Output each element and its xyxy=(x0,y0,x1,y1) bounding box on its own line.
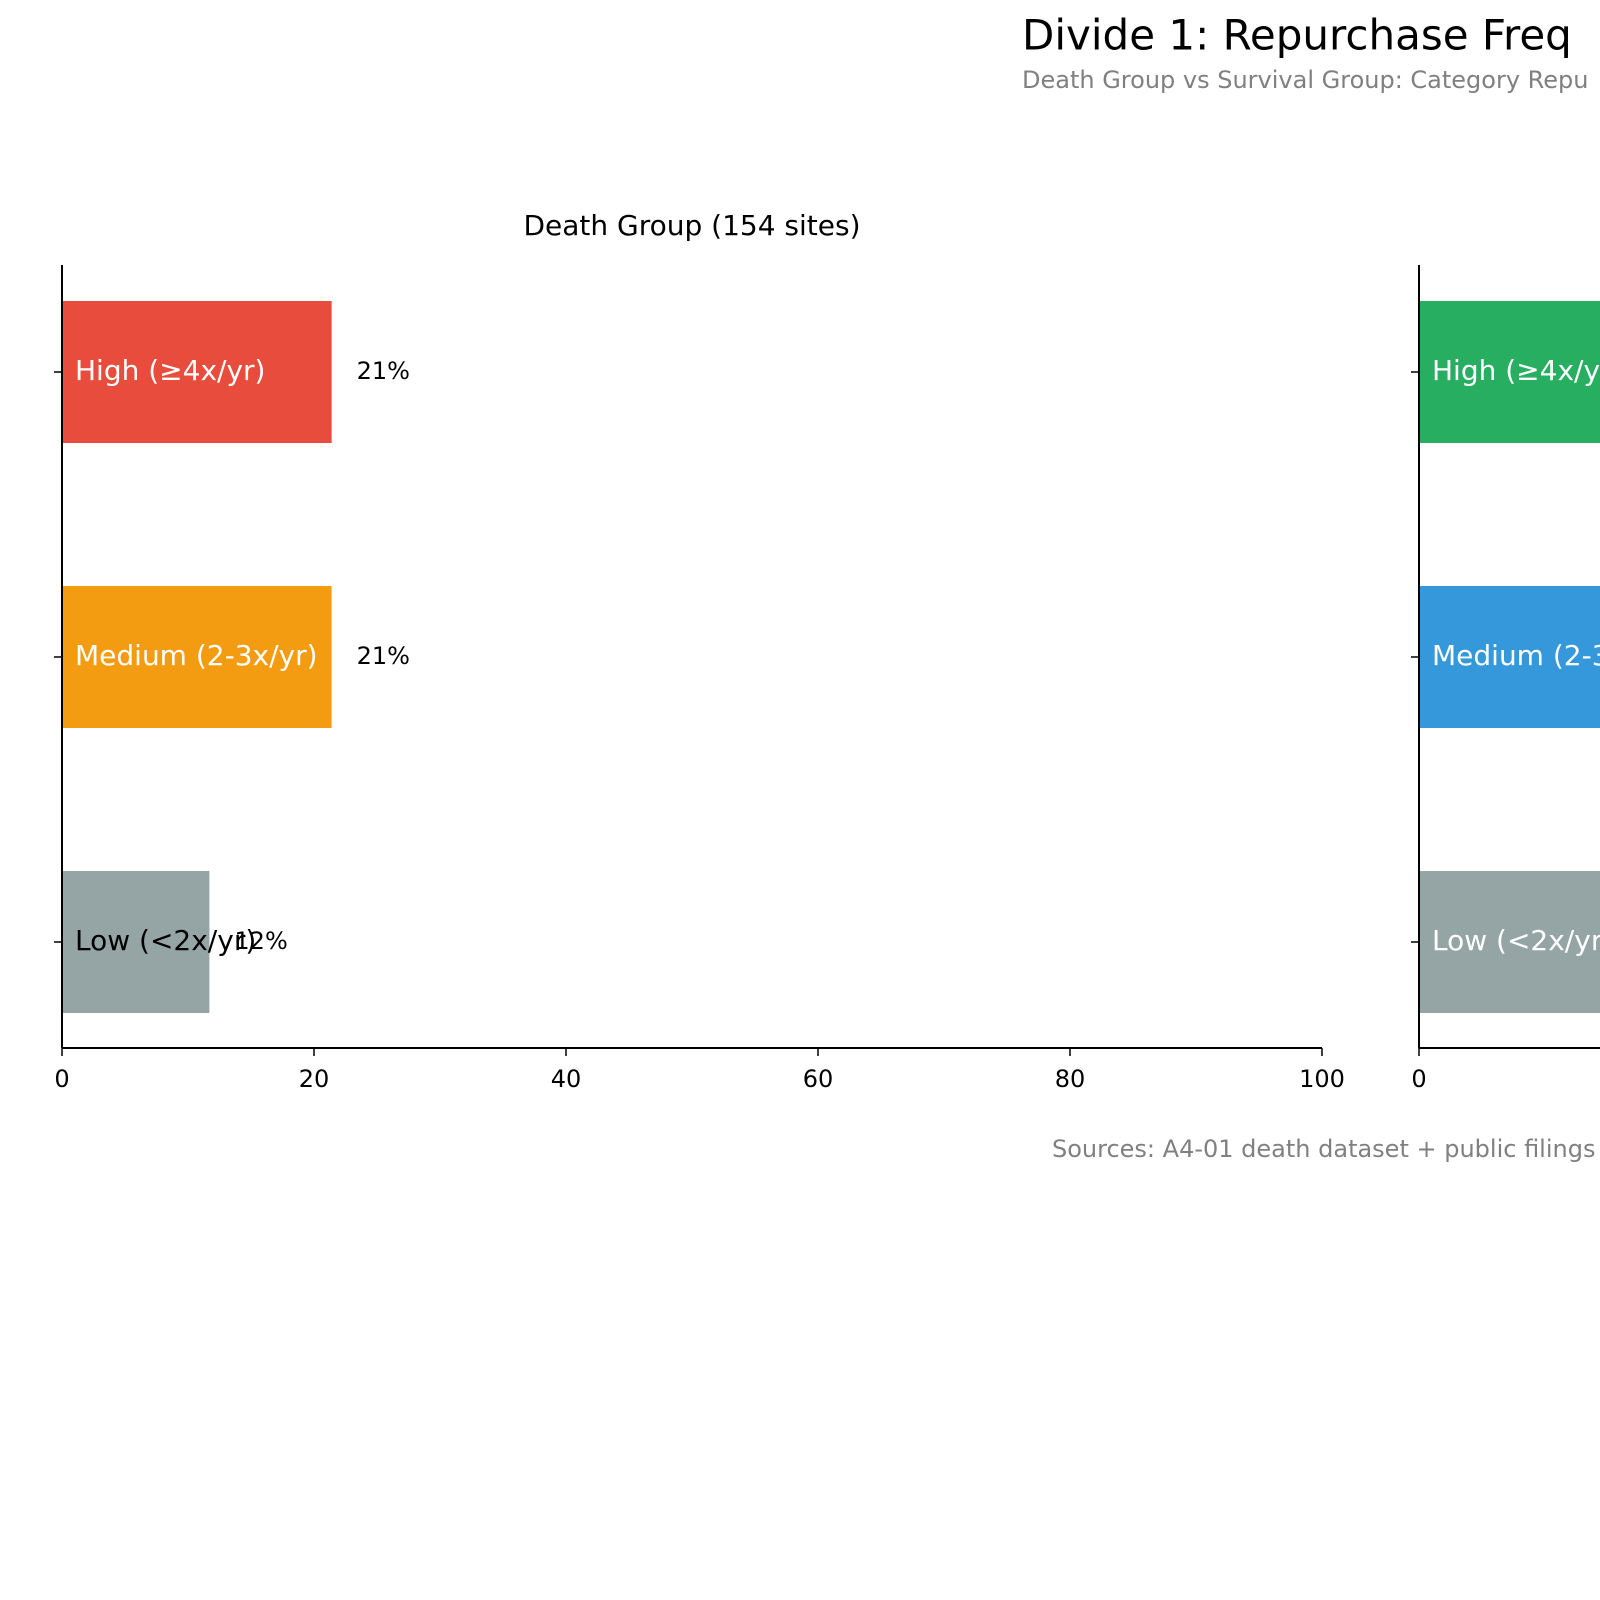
chart-subtitle: Death Group vs Survival Group: Category … xyxy=(1022,66,1588,94)
x-tick-label: 100 xyxy=(1299,1065,1345,1093)
bar xyxy=(62,301,332,443)
category-label: Low (<2x/yr) xyxy=(1432,924,1600,957)
x-tick-label: 20 xyxy=(299,1065,330,1093)
bar xyxy=(1419,871,1600,1013)
x-tick-label: 60 xyxy=(803,1065,834,1093)
x-tick-label: 0 xyxy=(1411,1065,1426,1093)
bar xyxy=(1419,301,1600,443)
category-label: High (≥4x/yr) xyxy=(75,354,265,387)
x-tick-label: 0 xyxy=(54,1065,69,1093)
value-label: 21% xyxy=(357,357,410,385)
bar xyxy=(1419,586,1600,728)
bar xyxy=(62,586,332,728)
category-label: High (≥4x/yr) xyxy=(1432,354,1600,387)
chart-title: Divide 1: Repurchase Freq xyxy=(1022,11,1572,60)
x-tick-label: 40 xyxy=(551,1065,582,1093)
value-label: 21% xyxy=(357,642,410,670)
source-note: Sources: A4-01 death dataset + public fi… xyxy=(1052,1135,1595,1163)
x-tick-label: 80 xyxy=(1055,1065,1086,1093)
category-label: Medium (2-3x/yr) xyxy=(1432,639,1600,672)
panel-title: Death Group (154 sites) xyxy=(523,209,860,242)
category-label: Medium (2-3x/yr) xyxy=(75,639,318,672)
bar xyxy=(62,871,210,1013)
value-label: 12% xyxy=(234,927,287,955)
category-label: Low (<2x/yr) xyxy=(75,924,256,957)
